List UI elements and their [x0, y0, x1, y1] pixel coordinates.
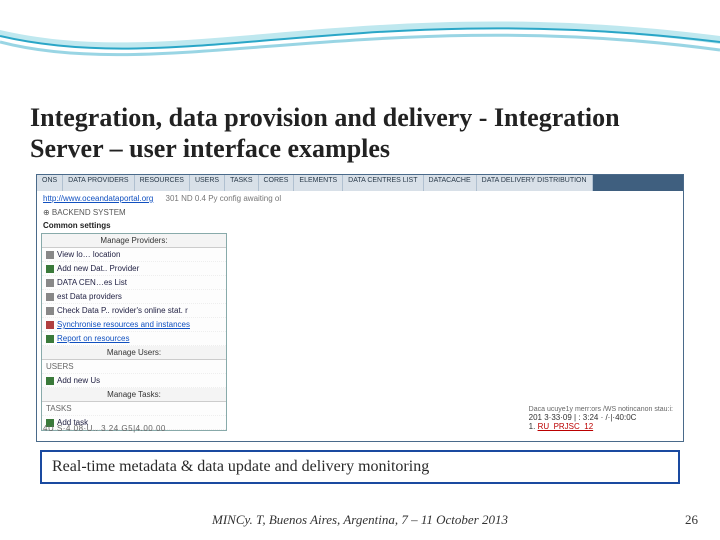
providers-item-1[interactable]: Add new Dat.. Provider: [42, 262, 226, 276]
page-number: 26: [685, 512, 698, 528]
list-icon: [46, 321, 54, 329]
list-item-label: DATA CEN…es List: [57, 278, 127, 287]
panel-header-users: Manage Users:: [42, 346, 226, 360]
right-error-line: Daca ucuye1y merr:ors /WS notincanon sta…: [529, 406, 673, 413]
footer-text: MINCy. T, Buenos Aires, Argentina, 7 – 1…: [0, 512, 720, 528]
providers-item-5[interactable]: Synchronise resources and instances: [42, 318, 226, 332]
tasks-pre-label: TASKS: [42, 402, 226, 416]
list-item-label: Check Data P.. rovider's online stat. r: [57, 306, 188, 315]
panel-header-tasks: Manage Tasks:: [42, 388, 226, 402]
list-icon: [46, 251, 54, 259]
right-timestamp: 201 3·33·09 | : 3:24 · /·|·40:0C: [529, 413, 673, 422]
right-status-block: Daca ucuye1y merr:ors /WS notincanon sta…: [529, 406, 673, 431]
list-item-label: est Data providers: [57, 292, 122, 301]
slide-title: Integration, data provision and delivery…: [30, 102, 690, 164]
tab-bar: ONS DATA PROVIDERS RESOURCES USERS TASKS…: [37, 175, 683, 191]
tab-datacache[interactable]: DATACACHE: [424, 175, 477, 191]
list-item-label: Synchronise resources and instances: [57, 320, 190, 329]
providers-item-6[interactable]: Report on resources: [42, 332, 226, 346]
list-icon: [46, 335, 54, 343]
left-panel: Manage Providers: View lo… location Add n…: [41, 233, 227, 431]
bottom-left-status: 4U S·4 08·U.. 3 24 G5|4.00 00: [43, 424, 166, 433]
list-item-label: Add new Dat.. Provider: [57, 264, 139, 273]
list-icon: [46, 279, 54, 287]
portal-row: http://www.oceandataportal.org 301 ND 0.…: [37, 191, 683, 206]
list-icon: [46, 307, 54, 315]
portal-rest-text: 301 ND 0.4 Py config awaiting ol: [166, 194, 282, 203]
list-item-label: View lo… location: [57, 250, 120, 259]
header-swoosh: [0, 0, 720, 90]
common-settings-label: Common settings: [37, 219, 683, 232]
tab-tasks[interactable]: TASKS: [225, 175, 258, 191]
providers-item-3[interactable]: est Data providers: [42, 290, 226, 304]
users-pre-label: USERS: [42, 360, 226, 374]
backend-system-label: ⊕ BACKEND SYSTEM: [37, 206, 683, 219]
tab-data-providers[interactable]: DATA PROVIDERS: [63, 175, 134, 191]
panel-header-providers: Manage Providers:: [42, 234, 226, 248]
tab-ons[interactable]: ONS: [37, 175, 63, 191]
caption-box: Real-time metadata & data update and del…: [40, 450, 680, 484]
tab-data-centres-list[interactable]: DATA CENTRES LIST: [343, 175, 423, 191]
screenshot-frame: ONS DATA PROVIDERS RESOURCES USERS TASKS…: [36, 174, 684, 442]
tab-elements[interactable]: ELEMENTS: [294, 175, 343, 191]
list-item-label: Report on resources: [57, 334, 129, 343]
providers-item-4[interactable]: Check Data P.. rovider's online stat. r: [42, 304, 226, 318]
tab-resources[interactable]: RESOURCES: [135, 175, 190, 191]
providers-item-2[interactable]: DATA CEN…es List: [42, 276, 226, 290]
list-icon: [46, 377, 54, 385]
list-item-label: Add new Us: [57, 376, 100, 385]
right-red-link[interactable]: RU_PRJSC_12: [538, 422, 594, 431]
portal-link[interactable]: http://www.oceandataportal.org: [43, 194, 153, 203]
right-num: 1.: [529, 422, 536, 431]
tab-users[interactable]: USERS: [190, 175, 225, 191]
tab-data-delivery-distribution[interactable]: DATA DELIVERY DISTRIBUTION: [477, 175, 593, 191]
list-icon: [46, 265, 54, 273]
providers-item-0[interactable]: View lo… location: [42, 248, 226, 262]
list-icon: [46, 293, 54, 301]
tab-cores[interactable]: CORES: [259, 175, 295, 191]
users-item-0[interactable]: Add new Us: [42, 374, 226, 388]
